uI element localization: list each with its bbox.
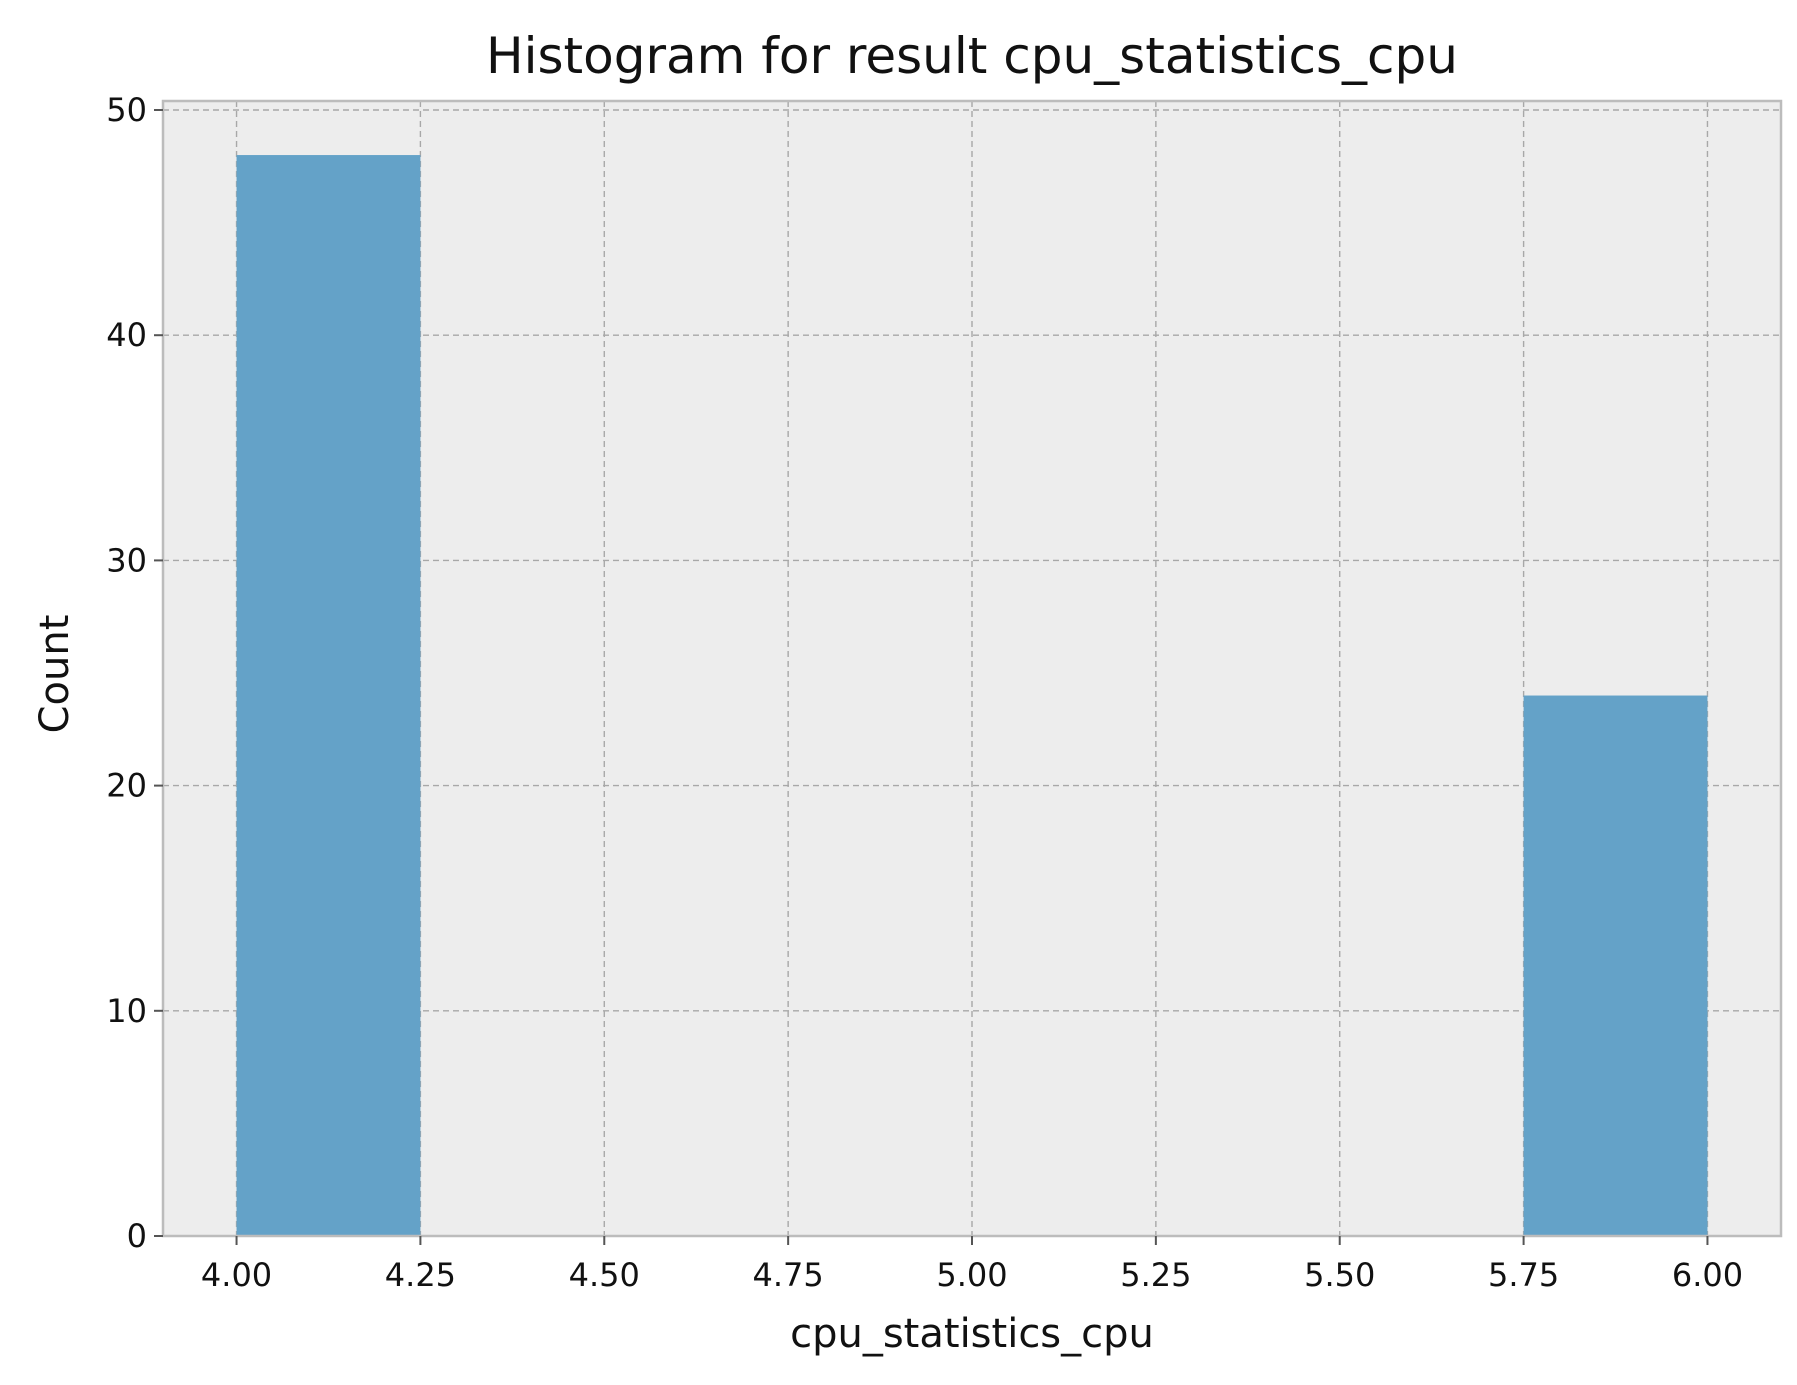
y-tick-label: 20 [106,767,147,805]
x-tick-label: 4.50 [569,1256,640,1294]
x-tick-label: 4.00 [201,1256,272,1294]
y-axis-label: Count [32,615,78,734]
y-tick-label: 30 [106,541,147,579]
histogram-bar [1523,695,1708,1236]
x-tick-label: 5.25 [1120,1256,1191,1294]
y-axis-ticks: 0 10 20 30 40 50 [106,91,163,1255]
histogram-bars [236,155,1708,1237]
x-tick-label: 4.75 [753,1256,824,1294]
x-tick-label: 5.00 [936,1256,1007,1294]
y-tick-label: 10 [106,992,147,1030]
histogram-bar [236,155,421,1237]
y-tick-label: 50 [106,91,147,129]
y-tick-label: 40 [106,316,147,354]
x-tick-label: 4.25 [385,1256,456,1294]
x-tick-label: 5.50 [1304,1256,1375,1294]
x-tick-label: 6.00 [1672,1256,1743,1294]
x-axis-ticks: 4.00 4.25 4.50 4.75 5.00 5.25 5.50 5.75 6.00 [201,1236,1743,1294]
x-axis-label: cpu_statistics_cpu [790,1311,1154,1357]
y-tick-label: 0 [127,1217,147,1255]
x-tick-label: 5.75 [1488,1256,1559,1294]
chart-title: Histogram for result cpu_statistics_cpu [486,27,1458,85]
